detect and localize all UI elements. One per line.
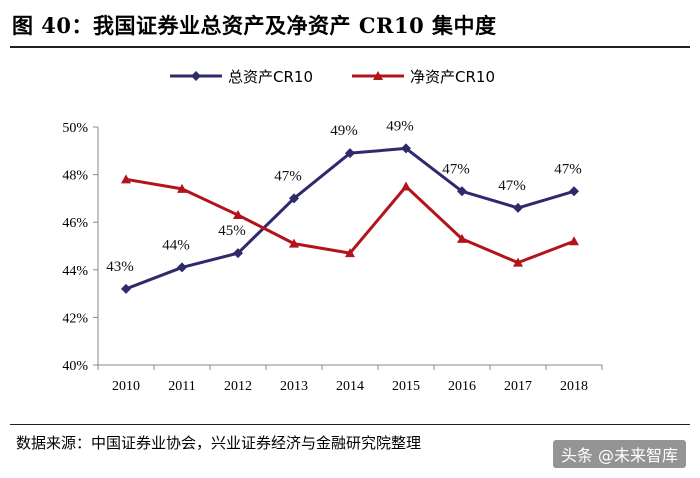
data-point	[345, 148, 355, 159]
data-label: 47%	[554, 161, 582, 177]
y-tick-label: 42%	[62, 311, 88, 326]
y-tick-label: 46%	[62, 216, 88, 231]
data-point	[373, 71, 383, 80]
data-point	[401, 181, 411, 191]
y-tick-label: 44%	[62, 264, 88, 279]
watermark: 头条 @未来智库	[552, 440, 686, 468]
data-point	[121, 283, 131, 294]
series-line	[125, 146, 575, 291]
data-point	[177, 183, 187, 193]
legend: 总资产CR10 净资产CR10	[170, 68, 495, 86]
series-layer	[121, 143, 579, 294]
x-tick-label: 2018	[560, 379, 588, 394]
data-point	[289, 238, 299, 248]
title-rule	[10, 46, 690, 48]
figure-title: 图 40：我国证券业总资产及净资产 CR10 集中度	[12, 13, 497, 38]
legend-label: 净资产CR10	[410, 68, 495, 86]
data-label: 43%	[106, 259, 134, 275]
line-chart: 总资产CR10 净资产CR10 40% 42% 44% 46% 48% 50% 2010 201…	[62, 68, 603, 394]
x-tick-label: 2016	[448, 379, 476, 394]
data-point	[569, 236, 579, 246]
x-tick-label: 2011	[168, 379, 195, 394]
x-tick-label: 2014	[336, 379, 364, 394]
data-label: 44%	[162, 237, 190, 253]
x-tick-label: 2013	[280, 379, 308, 394]
data-point	[233, 210, 243, 220]
x-tick-label: 2015	[392, 379, 420, 394]
data-point	[177, 262, 187, 273]
source-rule	[10, 424, 690, 425]
y-tick-label: 50%	[62, 121, 88, 136]
data-point	[513, 202, 523, 213]
data-label: 47%	[274, 168, 302, 184]
data-point	[401, 143, 411, 154]
data-point	[289, 193, 299, 204]
data-label: 47%	[498, 178, 526, 194]
data-point	[121, 174, 131, 184]
legend-label: 总资产CR10	[228, 68, 313, 86]
data-point	[457, 233, 467, 243]
x-tick-label: 2012	[224, 379, 252, 394]
data-label: 45%	[218, 223, 246, 239]
data-point	[191, 71, 201, 81]
y-tick-label: 48%	[62, 169, 88, 184]
data-point	[345, 248, 355, 258]
data-label: 49%	[330, 123, 358, 139]
x-tick-label: 2017	[504, 379, 532, 394]
source-note: 数据来源：中国证券业协会，兴业证券经济与金融研究院整理	[16, 434, 422, 452]
axes: 40% 42% 44% 46% 48% 50% 2010 2011 2012 2013 2014 20…	[62, 121, 603, 394]
data-point	[513, 257, 523, 267]
data-label: 49%	[386, 118, 414, 134]
data-point	[457, 186, 467, 197]
data-point	[569, 186, 579, 197]
data-point	[233, 248, 243, 259]
data-labels: 43% 44% 45% 47% 49% 49% 47% 47% 47%	[106, 118, 582, 274]
y-tick-label: 40%	[62, 359, 88, 374]
data-label: 47%	[442, 161, 470, 177]
x-tick-label: 2010	[112, 379, 140, 394]
